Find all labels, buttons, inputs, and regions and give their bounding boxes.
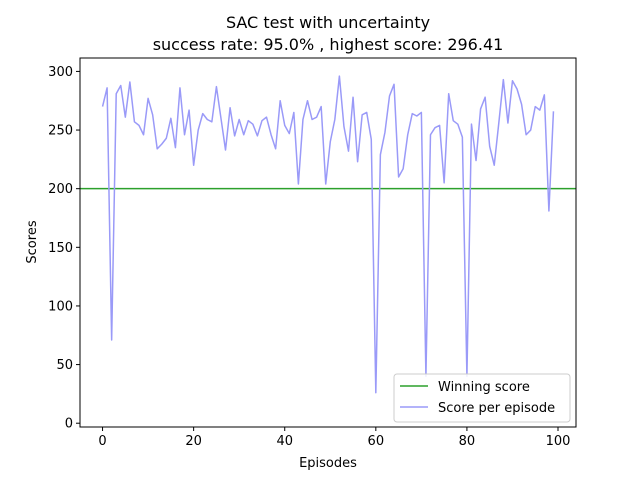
legend: Winning score Score per episode [393,373,571,423]
chart-title-line1: SAC test with uncertainty [226,13,430,32]
axes-frame [79,57,577,428]
y-axis: 0 50 100 150 200 250 300 [48,65,80,432]
x-tick-label: 60 [368,434,385,449]
x-axis-label: Episodes [299,456,357,471]
y-tick-label: 100 [48,299,73,314]
legend-label-winning-score: Winning score [438,380,530,395]
y-tick-label: 250 [48,124,73,139]
score-per-episode-line [101,75,555,394]
y-tick-label: 300 [48,65,73,80]
x-tick-label: 100 [546,434,571,449]
y-tick-label: 0 [65,417,73,432]
plot-area [80,75,576,394]
x-axis: 0 20 40 60 80 100 [98,427,570,449]
y-tick-label: 50 [56,358,73,373]
x-tick-label: 20 [185,434,202,449]
y-tick-label: 150 [48,241,73,256]
y-axis-label: Scores [25,220,40,263]
legend-label-score-per-episode: Score per episode [438,401,555,416]
chart-title-line2: success rate: 95.0% , highest score: 296… [153,35,504,54]
y-tick-label: 200 [48,182,73,197]
x-tick-label: 80 [459,434,476,449]
x-tick-label: 0 [98,434,106,449]
legend-box [393,373,571,423]
x-tick-label: 40 [276,434,293,449]
